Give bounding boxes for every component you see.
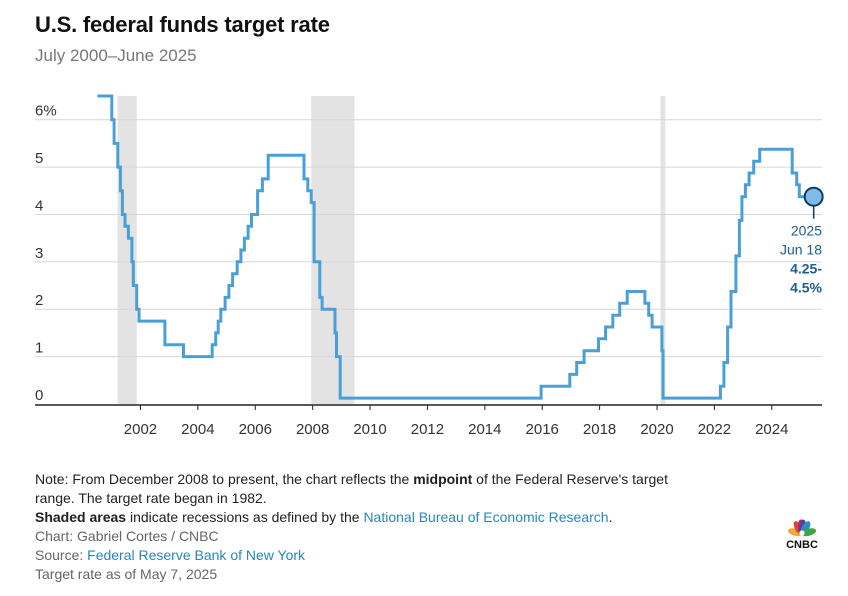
- latest-rate-marker: [803, 186, 824, 207]
- page-title: U.S. federal funds target rate: [35, 12, 330, 37]
- note-line-2: range. The target rate began in 1982.: [35, 490, 267, 506]
- x-tick-label-2012: 2012: [411, 421, 444, 438]
- recession-band-2: [660, 96, 666, 404]
- annotation-date: Jun 18: [780, 242, 822, 258]
- y-tick-label-5: 5: [35, 150, 43, 167]
- cnbc-logo: CNBC: [786, 519, 818, 550]
- y-tick-label-4: 4: [35, 197, 43, 214]
- note-line-1: Note: From December 2008 to present, the…: [35, 471, 668, 487]
- peacock-feather-5: [801, 528, 817, 537]
- midpoint-emphasis: midpoint: [413, 471, 473, 487]
- as-of-date: Target rate as of May 7, 2025: [35, 566, 218, 582]
- chart-credit: Chart: Gabriel Cortes / CNBC: [35, 528, 219, 544]
- x-axis: 2002 2004 2006 2008 2010 2012 2014 2016 2018 2020…: [35, 404, 822, 438]
- x-tick-label-2014: 2014: [468, 421, 501, 438]
- peacock-body: [799, 530, 805, 536]
- rate-chart: 0 1 2 3 4 5 6% 2002 2004 2006 2008 2010 2012 2014 201…: [35, 94, 824, 438]
- chart-notes: Note: From December 2008 to present, the…: [35, 470, 795, 584]
- rate-series: [97, 94, 814, 400]
- page-subtitle: July 2000–June 2025: [35, 46, 197, 65]
- peacock-icon: [787, 519, 817, 537]
- recession-band-1: [311, 96, 355, 404]
- chart-source: Source: Federal Reserve Bank of New York: [35, 547, 306, 563]
- annotation-value-1: 4.25-: [790, 261, 822, 277]
- source-link[interactable]: Federal Reserve Bank of New York: [87, 547, 306, 563]
- latest-rate-annotation: 2025 Jun 18 4.25- 4.5%: [780, 186, 824, 296]
- y-tick-label-3: 3: [35, 245, 43, 262]
- y-tick-label-1: 1: [35, 340, 43, 357]
- x-tick-label-2024: 2024: [755, 421, 788, 438]
- y-gridlines: [35, 119, 822, 358]
- note-line-3: Shaded areas indicate recessions as defi…: [35, 509, 613, 525]
- x-tick-label-2008: 2008: [296, 421, 329, 438]
- x-tick-label-2004: 2004: [181, 421, 214, 438]
- x-tick-label-2022: 2022: [698, 421, 731, 438]
- y-tick-label-0: 0: [35, 387, 43, 404]
- shaded-areas-emphasis: Shaded areas: [35, 509, 127, 525]
- y-tick-label-2: 2: [35, 292, 43, 309]
- y-axis-labels: 0 1 2 3 4 5 6%: [35, 103, 57, 404]
- x-tick-label-2006: 2006: [239, 421, 272, 438]
- x-tick-label-2010: 2010: [353, 421, 386, 438]
- annotation-year: 2025: [791, 223, 822, 239]
- series-line-0: [97, 94, 814, 400]
- x-tick-label-2020: 2020: [640, 421, 673, 438]
- nber-link[interactable]: National Bureau of Economic Research: [363, 509, 609, 525]
- recession-shading: [117, 96, 666, 404]
- recession-band-0: [117, 96, 137, 404]
- cnbc-logo-text: CNBC: [786, 539, 818, 550]
- x-tick-label-2002: 2002: [124, 421, 157, 438]
- annotation-value-2: 4.5%: [790, 280, 822, 296]
- x-tick-label-2016: 2016: [526, 421, 559, 438]
- x-tick-label-2018: 2018: [583, 421, 616, 438]
- y-tick-label-6: 6%: [35, 103, 57, 120]
